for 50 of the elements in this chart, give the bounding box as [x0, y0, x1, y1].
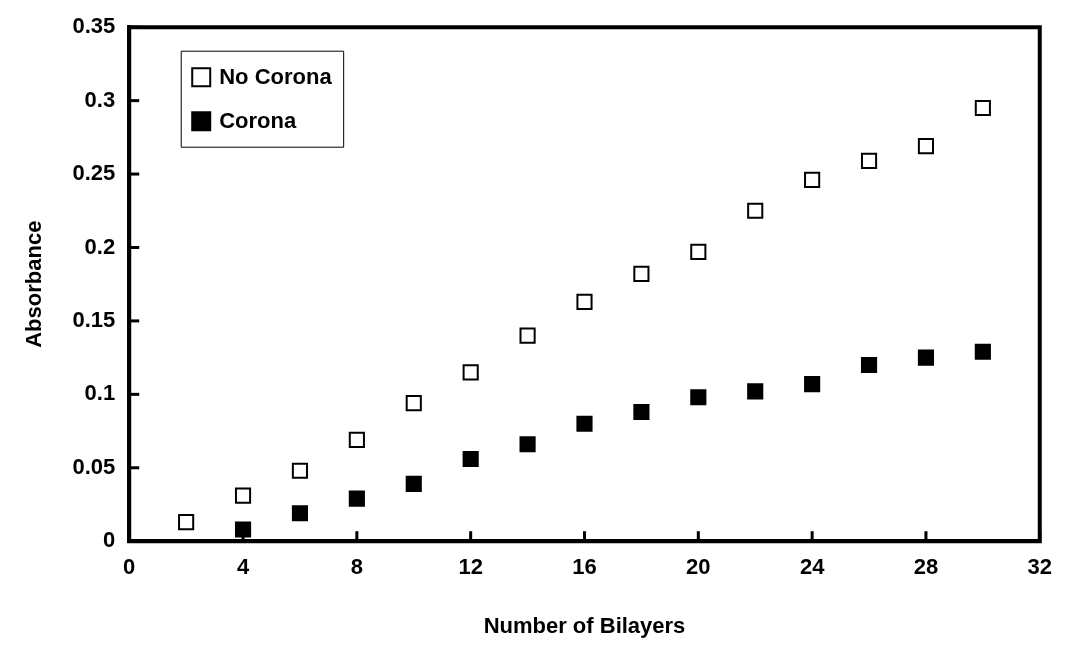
- point: [519, 327, 536, 344]
- point: [576, 293, 593, 310]
- x-tick-label: 4: [236, 554, 250, 580]
- x-tick-label: 32: [1027, 554, 1053, 580]
- point: [519, 436, 536, 453]
- point: [576, 415, 593, 432]
- point: [860, 152, 878, 169]
- y-tick-label: 0.15: [72, 306, 116, 332]
- y-tick-label: 0.2: [84, 233, 116, 259]
- point: [974, 99, 991, 117]
- y-tick-label: 0.35: [72, 13, 116, 39]
- point: [633, 403, 650, 421]
- point: [804, 171, 821, 188]
- point: [462, 450, 479, 468]
- point: [405, 475, 422, 492]
- x-tick-label: 16: [572, 554, 597, 580]
- point: [690, 243, 707, 260]
- point: [690, 389, 707, 406]
- point: [348, 490, 365, 507]
- y-tick-label: 0: [102, 527, 116, 553]
- point: [405, 395, 422, 412]
- point: [462, 364, 479, 381]
- point: [747, 202, 764, 219]
- point: [178, 514, 195, 531]
- point: [348, 431, 365, 448]
- point: [633, 265, 650, 282]
- point: [234, 521, 252, 538]
- point: [860, 356, 878, 374]
- point: [234, 487, 252, 504]
- y-tick-label: 0.1: [84, 380, 116, 406]
- point: [804, 375, 821, 393]
- x-tick-label: 28: [913, 554, 939, 580]
- legend-label: No Corona: [219, 64, 333, 90]
- y-tick-label: 0.25: [72, 160, 116, 186]
- legend-label: Corona: [219, 108, 297, 134]
- x-axis-title: Number of Bilayers: [483, 612, 686, 638]
- point: [291, 462, 309, 479]
- point: [747, 383, 764, 400]
- point: [917, 349, 935, 366]
- y-axis-title: Absorbance: [21, 220, 47, 348]
- x-tick-label: 24: [799, 554, 826, 580]
- y-tick-label: 0.05: [72, 453, 116, 479]
- point: [917, 138, 935, 155]
- x-tick-label: 20: [686, 554, 711, 580]
- point: [291, 505, 309, 522]
- x-tick-label: 12: [458, 554, 483, 580]
- x-tick-label: 0: [123, 554, 136, 580]
- x-tick-label: 8: [350, 554, 363, 580]
- point: [974, 343, 991, 360]
- y-tick-label: 0.3: [84, 86, 116, 112]
